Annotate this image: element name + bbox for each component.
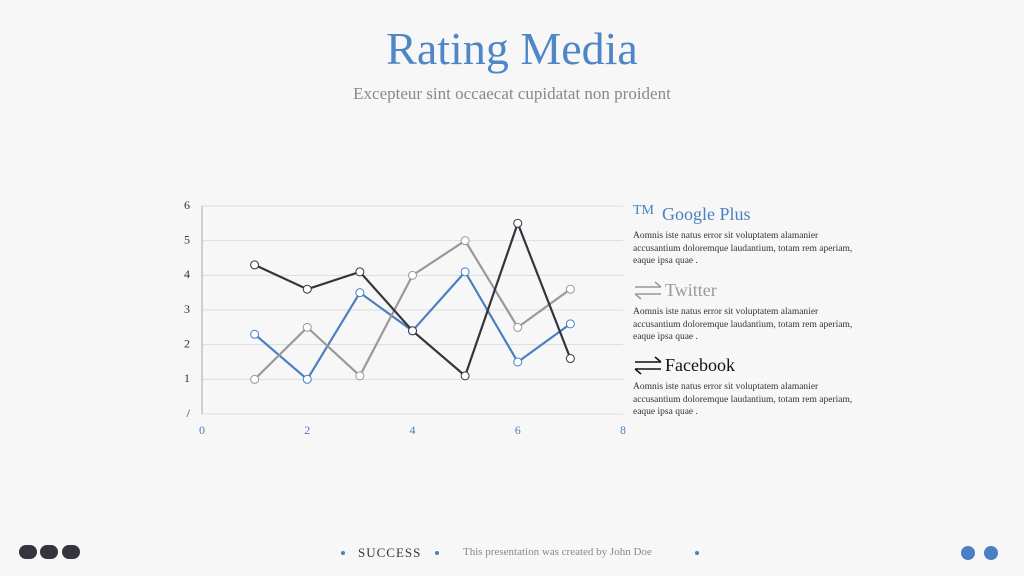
point	[565, 319, 575, 329]
point	[355, 288, 365, 298]
y-tick-label: 2	[184, 336, 190, 350]
title: Rating Media	[386, 23, 638, 74]
y-tick-label: 1	[184, 371, 190, 385]
dot	[695, 551, 699, 555]
point	[250, 374, 260, 384]
point	[513, 322, 523, 332]
legend-description: Aomnis iste natus error sit voluptatem a…	[633, 382, 853, 417]
point	[513, 357, 523, 367]
dot	[435, 551, 439, 555]
x-tick-label: 0	[199, 423, 205, 437]
y-tick-label: 4	[184, 267, 190, 281]
legend-label: Facebook	[665, 354, 735, 375]
series-line	[253, 270, 572, 382]
point	[250, 260, 260, 270]
credit: This presentation was created by John Do…	[463, 546, 652, 558]
nav-button[interactable]	[40, 545, 58, 559]
x-tick-label: 2	[304, 423, 310, 437]
point	[250, 329, 260, 339]
y-tick-label: 6	[184, 198, 190, 212]
prev-button[interactable]	[961, 546, 975, 560]
legend-description: Aomnis iste natus error sit voluptatem a…	[633, 307, 853, 342]
point	[355, 267, 365, 277]
point	[460, 371, 470, 381]
legend-icon: TM	[633, 203, 654, 218]
y-tick-label: /	[187, 406, 191, 420]
y-tick-label: 3	[184, 302, 190, 316]
nav-button[interactable]	[19, 545, 37, 559]
legend-icon	[634, 281, 662, 300]
series-line	[254, 220, 572, 378]
legend-label: Google Plus	[662, 203, 751, 224]
nav-button[interactable]	[62, 545, 80, 559]
legend-item: Twitter Aomnis iste natus error sit volu…	[633, 278, 855, 344]
legend-icon	[634, 356, 662, 375]
point	[408, 326, 417, 336]
point	[408, 270, 417, 280]
brand: SUCCESS	[358, 545, 422, 560]
x-tick-label: 6	[515, 423, 521, 437]
dot	[341, 551, 345, 555]
point	[565, 284, 575, 294]
legend-label: Twitter	[665, 279, 717, 300]
point	[355, 371, 365, 381]
subtitle: Excepteur sint occaecat cupidatat non pr…	[353, 84, 671, 103]
legend-description: Aomnis iste natus error sit voluptatem a…	[633, 231, 853, 266]
point	[302, 284, 312, 294]
point	[460, 267, 470, 277]
next-button[interactable]	[984, 546, 998, 560]
point	[513, 218, 523, 228]
point	[302, 322, 312, 332]
point	[565, 354, 575, 364]
y-tick-label: 5	[184, 232, 190, 246]
legend-item: Facebook Aomnis iste natus error sit vol…	[633, 353, 855, 419]
legend-item: TM Google Plus Aomnis iste natus error si…	[633, 202, 855, 268]
point	[460, 236, 470, 246]
x-tick-label: 8	[620, 423, 626, 437]
point	[302, 374, 312, 384]
x-tick-label: 4	[410, 423, 416, 437]
